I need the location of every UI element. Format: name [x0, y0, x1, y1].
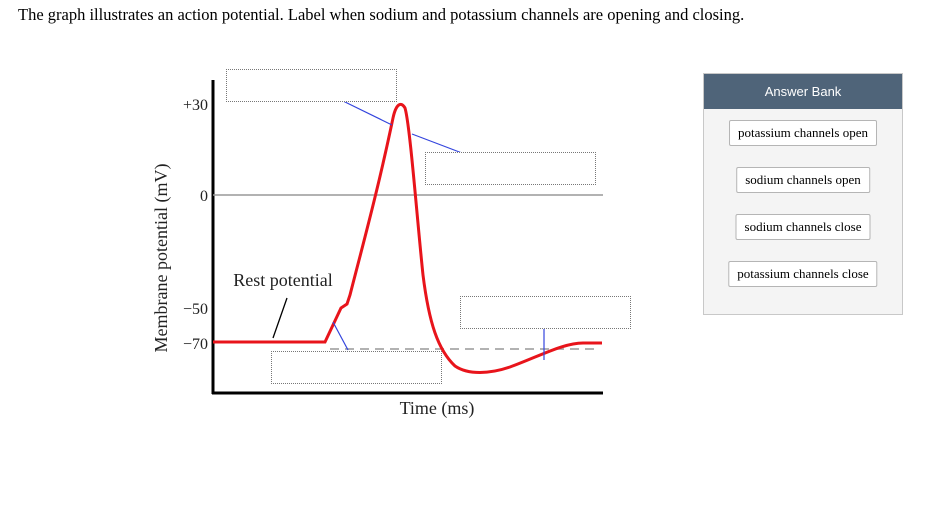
- label-drop-target-peak[interactable]: [226, 69, 397, 102]
- answer-chip-sodium-open[interactable]: sodium channels open: [736, 167, 870, 193]
- y-tick-minus50: −50: [183, 301, 208, 318]
- action-potential-trace: [213, 102, 602, 374]
- label-drop-target-threshold[interactable]: [271, 351, 442, 384]
- answer-chip-potassium-close[interactable]: potassium channels close: [728, 261, 878, 287]
- y-tick-minus70: −70: [183, 336, 208, 353]
- label-drop-target-falling[interactable]: [425, 152, 596, 185]
- leader-falling: [411, 133, 463, 154]
- answer-bank: Answer Bank potassium channels open sodi…: [703, 73, 903, 315]
- leader-threshold: [332, 321, 349, 351]
- y-tick-0: 0: [200, 188, 208, 205]
- answer-chip-sodium-close[interactable]: sodium channels close: [735, 214, 871, 240]
- y-axis-label: Membrane potential (mV): [151, 164, 172, 353]
- y-tick-plus30: +30: [183, 97, 208, 114]
- answer-chip-potassium-open[interactable]: potassium channels open: [729, 120, 877, 146]
- rest-potential-pointer: [272, 297, 288, 339]
- rest-potential-label: Rest potential: [233, 270, 332, 290]
- label-drop-target-undershoot[interactable]: [460, 296, 631, 329]
- x-axis-label: Time (ms): [400, 398, 475, 419]
- answer-bank-title: Answer Bank: [704, 74, 902, 109]
- question-text: The graph illustrates an action potentia…: [18, 5, 745, 24]
- leader-peak: [342, 100, 393, 126]
